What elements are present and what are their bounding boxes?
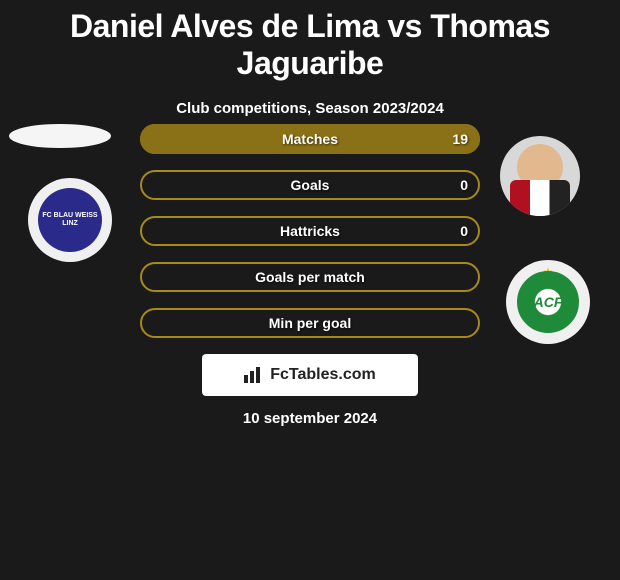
left-player-avatar bbox=[9, 124, 111, 148]
right-club-label: ACF bbox=[534, 294, 563, 310]
stat-bar: Hattricks 0 bbox=[140, 216, 480, 246]
watermark: FcTables.com bbox=[202, 354, 418, 396]
stat-label: Hattricks bbox=[280, 223, 340, 239]
stat-bar: Goals per match bbox=[140, 262, 480, 292]
right-player-avatar bbox=[500, 136, 580, 216]
stat-label: Min per goal bbox=[269, 315, 351, 331]
stat-bar: Min per goal bbox=[140, 308, 480, 338]
stat-bar: Goals 0 bbox=[140, 170, 480, 200]
comparison-card: Daniel Alves de Lima vs Thomas Jaguaribe… bbox=[0, 0, 620, 580]
stat-bar: Matches 19 bbox=[140, 124, 480, 154]
bar-chart-icon bbox=[244, 367, 264, 383]
page-title: Daniel Alves de Lima vs Thomas Jaguaribe bbox=[0, 0, 620, 82]
right-club-logo: ★ ACF bbox=[506, 260, 590, 344]
subtitle: Club competitions, Season 2023/2024 bbox=[0, 100, 620, 117]
stats-bars: Matches 19 Goals 0 Hattricks 0 Goals per match… bbox=[140, 124, 480, 354]
left-club-badge: FC BLAU WEISS LINZ bbox=[38, 188, 102, 252]
left-club-label: FC BLAU WEISS LINZ bbox=[38, 212, 102, 227]
right-club-badge: ACF bbox=[517, 271, 579, 333]
stat-label: Matches bbox=[282, 131, 338, 147]
stat-right-value: 0 bbox=[460, 223, 468, 239]
date-label: 10 september 2024 bbox=[243, 410, 377, 427]
stat-label: Goals per match bbox=[255, 269, 365, 285]
stat-label: Goals bbox=[291, 177, 330, 193]
stat-right-value: 0 bbox=[460, 177, 468, 193]
stat-right-value: 19 bbox=[452, 131, 468, 147]
left-club-logo: FC BLAU WEISS LINZ bbox=[28, 178, 112, 262]
watermark-text: FcTables.com bbox=[270, 366, 376, 384]
